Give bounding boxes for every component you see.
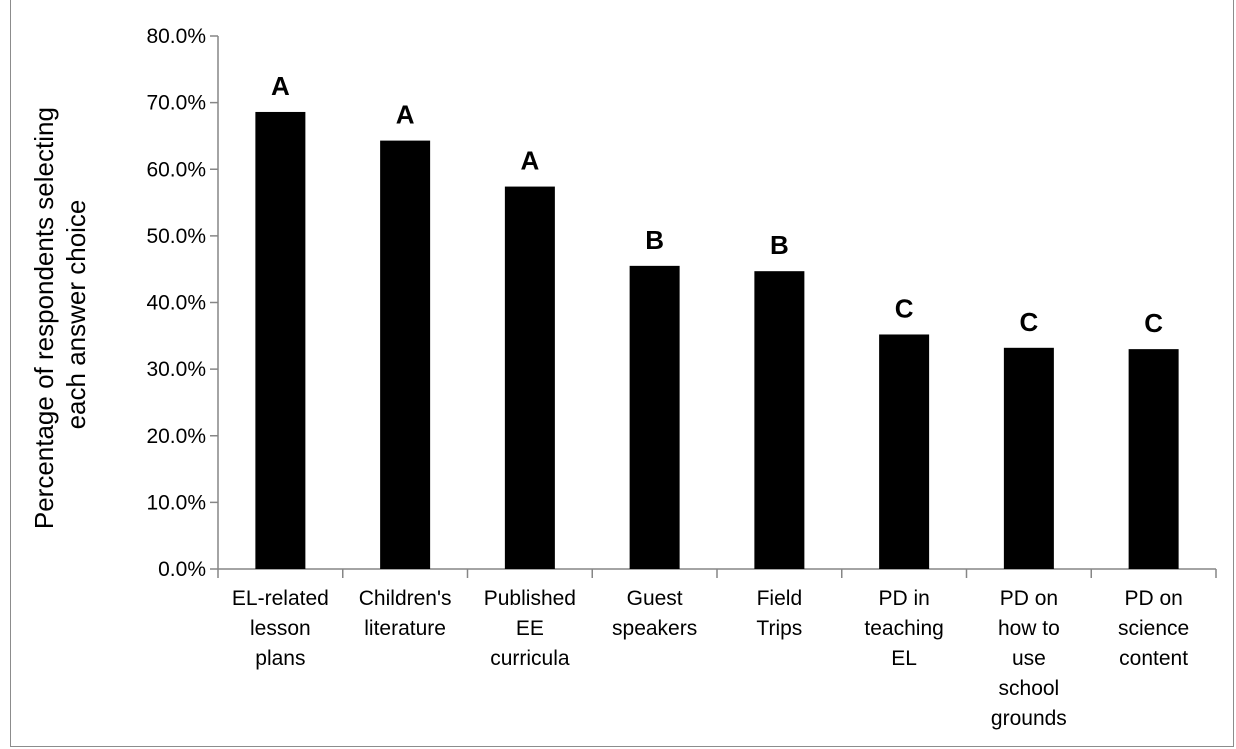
x-tick-label-line: PD on [1000, 587, 1058, 610]
y-axis-title-line-2: each answer choice [61, 200, 91, 430]
y-tick-label: 30.0% [146, 358, 206, 381]
x-tick-label-line: science [1118, 617, 1189, 640]
y-tick-label: 40.0% [146, 292, 206, 315]
group-label: A [271, 71, 290, 101]
group-label: C [895, 293, 914, 323]
y-tick-label: 10.0% [146, 491, 206, 514]
x-tick-label-line: Field [757, 587, 803, 610]
x-tick-label-line: EE [516, 617, 544, 640]
x-tick-label-line: PD in [878, 587, 929, 610]
x-tick-label: Published EE curricula [484, 587, 576, 670]
x-tick-label-line: curricula [490, 647, 570, 670]
bar [380, 140, 431, 569]
bar [629, 265, 680, 569]
group-label: A [396, 100, 415, 130]
x-tick-label-line: school [999, 677, 1060, 700]
x-tick-label-line: how to [998, 617, 1060, 640]
x-tick-label-line: teaching [864, 617, 943, 640]
bar [754, 271, 805, 569]
y-tick-label: 80.0% [146, 25, 206, 48]
bar [1003, 347, 1054, 569]
x-tick-label-line: Guest [627, 587, 683, 610]
bar [879, 334, 930, 569]
y-tick-label: 50.0% [146, 225, 206, 248]
bar [255, 111, 306, 569]
x-tick-label-line: Published [484, 587, 576, 610]
group-label: A [520, 146, 539, 176]
y-axis-title: Percentage of respondents selecting each… [29, 100, 91, 529]
x-tick-label: PD on science content [1118, 587, 1189, 670]
bar [504, 186, 555, 569]
x-tick-label-line: grounds [991, 707, 1067, 730]
x-tick-label-line: lesson [250, 617, 311, 640]
y-tick-label: 60.0% [146, 158, 206, 181]
y-axis-title-line-1: Percentage of respondents selecting [29, 107, 59, 529]
y-tick-label: 20.0% [146, 425, 206, 448]
y-tick-label: 70.0% [146, 92, 206, 115]
x-tick-label: Field Trips [756, 587, 802, 640]
x-tick-label: Guest speakers [612, 587, 697, 640]
x-tick-label-line: EL-related [232, 587, 329, 610]
x-tick-label-line: content [1119, 647, 1188, 670]
group-label: B [770, 230, 789, 260]
group-label: C [1019, 307, 1038, 337]
x-tick-label-line: Trips [756, 617, 802, 640]
y-tick-label: 0.0% [158, 558, 206, 581]
bar [1128, 349, 1179, 569]
x-tick-label-line: PD on [1124, 587, 1182, 610]
group-label: C [1144, 308, 1163, 338]
x-tick-label-line: EL [891, 647, 917, 670]
group-label: B [645, 225, 664, 255]
x-tick-label: PD in teaching EL [864, 587, 943, 670]
x-tick-label-line: literature [364, 617, 446, 640]
x-tick-label: PD on how to use school grounds [991, 587, 1067, 730]
x-tick-label-line: Children's [359, 587, 452, 610]
x-tick-label: Children's literature [359, 587, 452, 640]
x-tick-label-line: use [1012, 647, 1046, 670]
x-tick-label-line: speakers [612, 617, 697, 640]
x-tick-label-line: plans [255, 647, 305, 670]
x-tick-label: EL-related lesson plans [232, 587, 329, 670]
